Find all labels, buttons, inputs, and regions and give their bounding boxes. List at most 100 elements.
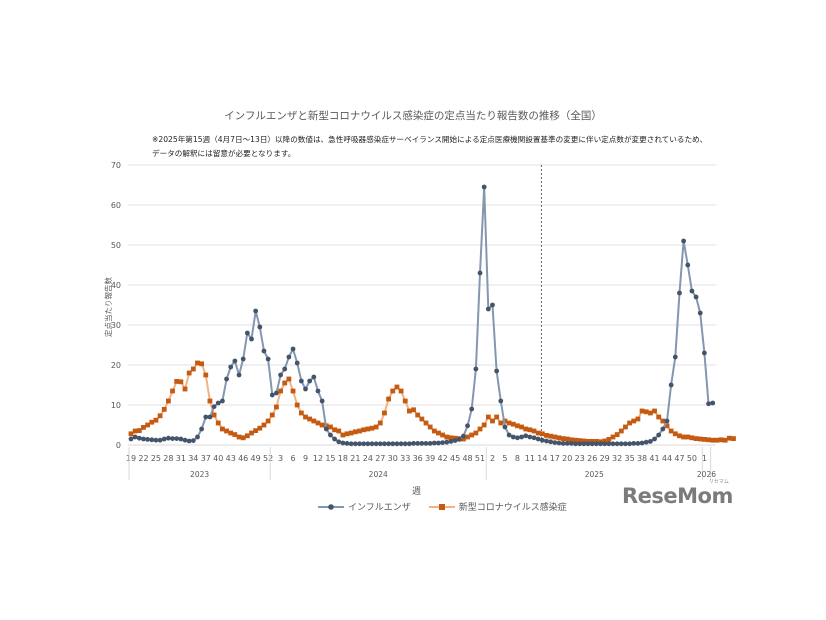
data-point-circle — [415, 441, 421, 446]
data-point-square — [718, 437, 724, 443]
data-point-square — [481, 422, 487, 428]
data-point-square — [303, 414, 308, 420]
chart-legend: インフルエンザ 新型コロナウイルス感染症 — [318, 500, 567, 513]
data-point-circle — [668, 382, 674, 388]
data-point-circle — [406, 441, 412, 447]
x-tick-label: 23 — [575, 454, 585, 463]
data-point-circle — [469, 406, 475, 412]
legend-item-covid[interactable]: 新型コロナウイルス感染症 — [428, 500, 567, 513]
data-point-circle — [635, 441, 641, 446]
data-point-square — [668, 428, 674, 434]
x-tick-label: 47 — [674, 454, 684, 463]
data-point-square — [203, 372, 209, 378]
data-point-circle — [581, 441, 587, 447]
data-point-square — [274, 404, 279, 410]
data-point-square — [469, 432, 475, 438]
data-point-square — [257, 425, 263, 431]
data-point-circle — [506, 432, 512, 438]
data-point-square — [710, 437, 716, 443]
x-tick-label: 52 — [263, 454, 273, 463]
data-point-circle — [456, 437, 462, 442]
data-point-square — [186, 370, 192, 376]
data-point-square — [132, 428, 138, 434]
data-point-circle — [132, 434, 138, 440]
data-point-square — [564, 436, 570, 442]
data-point-circle — [311, 374, 317, 380]
data-point-circle — [614, 441, 620, 447]
x-tick-label: 49 — [251, 454, 261, 463]
data-point-circle — [689, 288, 695, 294]
data-point-square — [490, 418, 495, 424]
data-point-square — [701, 437, 707, 442]
data-point-circle — [515, 435, 520, 441]
data-point-square — [452, 435, 458, 441]
chart-title: インフルエンザと新型コロナウイルス感染症の定点当たり報告数の推移（全国） — [224, 110, 602, 122]
data-point-circle — [382, 441, 387, 447]
data-point-square — [253, 428, 259, 433]
x-tick-label: 19 — [126, 454, 136, 463]
data-point-square — [149, 419, 155, 425]
data-point-square — [685, 434, 691, 440]
data-point-square — [232, 432, 238, 437]
data-point-square — [282, 380, 288, 386]
data-point-square — [315, 420, 321, 426]
data-point-circle — [303, 386, 308, 392]
data-point-circle — [498, 398, 504, 404]
logo-text: ReseMom — [622, 484, 733, 508]
data-point-square — [182, 386, 188, 392]
data-point-square — [693, 436, 699, 441]
data-point-square — [141, 425, 146, 430]
data-point-circle — [128, 436, 134, 442]
data-point-circle — [211, 404, 217, 409]
x-tick-label: 43 — [226, 454, 236, 463]
data-point-square — [190, 366, 196, 372]
data-point-circle — [323, 426, 329, 432]
data-point-square — [224, 428, 229, 434]
data-point-circle — [195, 434, 200, 440]
data-point-circle — [602, 441, 608, 447]
data-point-square — [199, 361, 205, 367]
legend-square-marker-icon — [428, 503, 455, 510]
data-point-circle — [531, 435, 537, 441]
x-tick-label: 18 — [338, 454, 348, 463]
data-point-square — [610, 434, 616, 440]
data-point-circle — [298, 378, 304, 384]
data-point-circle — [672, 354, 678, 360]
data-point-square — [485, 414, 491, 420]
data-point-square — [174, 379, 180, 384]
data-point-circle — [153, 437, 159, 443]
data-point-square — [398, 388, 404, 394]
data-point-square — [340, 432, 346, 438]
data-point-square — [153, 417, 159, 423]
data-point-square — [660, 418, 666, 424]
data-point-square — [207, 398, 213, 404]
data-point-circle — [357, 441, 362, 447]
data-point-circle — [340, 440, 346, 446]
data-point-square — [211, 412, 217, 418]
data-point-square — [515, 423, 520, 429]
data-point-circle — [332, 436, 337, 442]
data-point-circle — [157, 437, 163, 443]
data-point-circle — [398, 441, 404, 447]
data-point-square — [440, 432, 446, 438]
data-point-square — [344, 431, 350, 437]
data-point-square — [706, 437, 711, 443]
data-point-circle — [352, 441, 358, 447]
data-point-square — [165, 398, 171, 404]
data-point-square — [373, 424, 379, 430]
data-point-circle — [444, 439, 450, 445]
data-point-square — [519, 424, 524, 430]
x-tick-label: 48 — [462, 454, 472, 463]
x-tick-label: 41 — [649, 454, 659, 463]
x-tick-label: 44 — [662, 454, 672, 463]
data-point-square — [731, 436, 736, 441]
data-point-circle — [224, 376, 229, 382]
data-point-circle — [473, 366, 479, 372]
legend-item-influenza[interactable]: インフルエンザ — [318, 500, 411, 513]
x-tick-label: 3 — [278, 454, 283, 463]
data-point-circle — [527, 434, 533, 440]
data-point-circle — [656, 432, 662, 438]
data-point-square — [656, 414, 662, 420]
data-point-circle — [660, 426, 666, 432]
data-point-circle — [315, 388, 321, 394]
